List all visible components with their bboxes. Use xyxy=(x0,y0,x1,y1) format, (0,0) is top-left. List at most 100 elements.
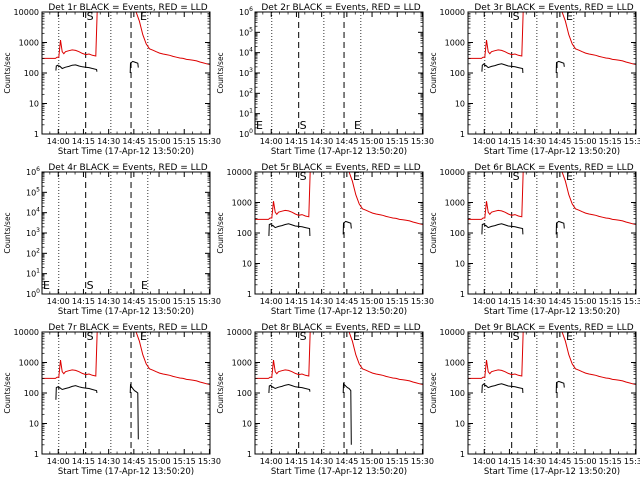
marker-label-start: S xyxy=(513,170,520,183)
marker-label-end: E xyxy=(566,330,573,343)
x-tick-label: 15:00 xyxy=(361,457,384,466)
panel-title: Det 3r BLACK = Events, RED = LLD xyxy=(474,3,633,13)
plot-frame xyxy=(41,11,211,135)
y-tick-label: 100 xyxy=(24,69,39,78)
x-tick-label: 15:15 xyxy=(599,457,622,466)
y-tick-label: 104 xyxy=(239,47,253,58)
y-axis-label: Counts/sec xyxy=(429,212,438,253)
plot-frame xyxy=(467,11,637,135)
y-tick-label: 10 xyxy=(242,420,252,429)
panel-title: Det 5r BLACK = Events, RED = LLD xyxy=(261,163,420,173)
y-tick-label: 102 xyxy=(26,247,40,258)
x-tick-label: 14:00 xyxy=(473,297,496,306)
panel-title: Det 4r BLACK = Events, RED = LLD xyxy=(48,163,207,173)
x-tick-label: 14:45 xyxy=(548,137,571,146)
lld-series-line xyxy=(468,12,636,65)
y-axis-label: Counts/sec xyxy=(429,52,438,93)
series-group xyxy=(42,332,210,440)
y-tick-label: 10000 xyxy=(440,168,465,177)
panel-title: Det 7r BLACK = Events, RED = LLD xyxy=(48,323,207,333)
plot-frame xyxy=(254,171,424,295)
panel-title: Det 1r BLACK = Events, RED = LLD xyxy=(48,3,207,13)
y-tick-label: 10000 xyxy=(227,328,252,337)
y-tick-label: 105 xyxy=(239,26,253,37)
x-tick-label: 14:15 xyxy=(498,137,521,146)
marker-label-end: E xyxy=(256,119,263,132)
x-axis-label: Start Time (17-Apr-12 13:50:20) xyxy=(58,467,194,477)
y-tick-label: 100 xyxy=(450,69,465,78)
y-tick-label: 100 xyxy=(237,229,252,238)
y-tick-label: 103 xyxy=(239,67,253,78)
y-tick-label: 1 xyxy=(460,290,465,299)
x-tick-label: 14:30 xyxy=(97,137,120,146)
marker-label-start: S xyxy=(300,119,307,132)
x-tick-label: 14:45 xyxy=(122,457,145,466)
x-axis-label: Start Time (17-Apr-12 13:50:20) xyxy=(271,147,407,157)
x-tick-label: 14:00 xyxy=(47,137,70,146)
x-tick-label: 14:30 xyxy=(523,137,546,146)
x-axis-label: Start Time (17-Apr-12 13:50:20) xyxy=(58,307,194,317)
x-tick-label: 15:00 xyxy=(574,137,597,146)
x-tick-label: 15:30 xyxy=(411,297,434,306)
panel-title: Det 6r BLACK = Events, RED = LLD xyxy=(474,163,633,173)
marker-label-end: E xyxy=(43,279,50,292)
lld-series-line xyxy=(42,12,210,65)
events-series-line xyxy=(555,380,565,394)
marker-label-end: E xyxy=(566,170,573,183)
y-axis-label: Counts/sec xyxy=(3,212,12,253)
x-tick-label: 14:00 xyxy=(47,297,70,306)
panel-title: Det 2r BLACK = Events, RED = LLD xyxy=(261,3,420,13)
x-tick-label: 15:30 xyxy=(411,457,434,466)
x-tick-label: 14:00 xyxy=(473,457,496,466)
y-axis-label: Counts/sec xyxy=(216,372,225,413)
x-tick-label: 14:15 xyxy=(285,137,308,146)
x-tick-label: 15:15 xyxy=(173,137,196,146)
marker-label-end: E xyxy=(141,279,148,292)
y-axis-label: Counts/sec xyxy=(3,52,12,93)
x-tick-label: 14:15 xyxy=(285,457,308,466)
x-tick-label: 14:30 xyxy=(310,137,333,146)
y-tick-label: 1000 xyxy=(445,359,465,368)
y-tick-label: 100 xyxy=(237,389,252,398)
y-tick-label: 10000 xyxy=(440,8,465,17)
plot-frame xyxy=(41,331,211,455)
plot-frame xyxy=(254,11,424,135)
x-tick-label: 14:45 xyxy=(548,457,571,466)
marker-label-start: S xyxy=(300,330,307,343)
x-tick-label: 14:15 xyxy=(72,457,95,466)
x-tick-label: 15:30 xyxy=(198,137,221,146)
y-tick-label: 1 xyxy=(247,290,252,299)
x-tick-label: 14:00 xyxy=(260,297,283,306)
y-tick-label: 10 xyxy=(29,420,39,429)
y-tick-label: 10 xyxy=(242,260,252,269)
series-group xyxy=(468,12,636,74)
x-tick-label: 14:45 xyxy=(122,137,145,146)
x-axis-label: Start Time (17-Apr-12 13:50:20) xyxy=(271,467,407,477)
x-tick-label: 14:00 xyxy=(260,137,283,146)
x-tick-label: 15:00 xyxy=(148,457,171,466)
x-tick-label: 15:00 xyxy=(361,297,384,306)
events-series-line xyxy=(481,382,524,394)
x-tick-label: 15:15 xyxy=(173,457,196,466)
y-tick-label: 10 xyxy=(455,260,465,269)
events-series-line xyxy=(342,220,352,235)
x-tick-label: 14:30 xyxy=(97,297,120,306)
x-axis-label: Start Time (17-Apr-12 13:50:20) xyxy=(58,147,194,157)
x-tick-label: 14:00 xyxy=(47,457,70,466)
marker-label-end: E xyxy=(140,330,147,343)
events-series-line xyxy=(268,223,311,237)
events-series-line xyxy=(342,382,352,445)
events-series-line xyxy=(55,64,98,72)
y-axis-label: Counts/sec xyxy=(3,372,12,413)
x-tick-label: 14:15 xyxy=(285,297,308,306)
y-tick-label: 106 xyxy=(26,166,40,177)
marker-label-start: S xyxy=(87,330,94,343)
marker-label-start: S xyxy=(87,279,94,292)
y-tick-label: 101 xyxy=(26,268,40,279)
x-tick-label: 14:30 xyxy=(310,297,333,306)
x-tick-label: 15:15 xyxy=(599,297,622,306)
